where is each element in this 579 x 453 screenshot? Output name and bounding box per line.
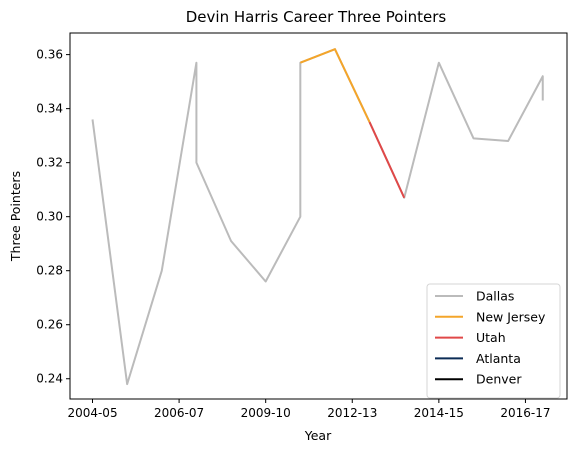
y-tick-label: 0.32 [36, 156, 63, 170]
legend-label-utah: Utah [476, 330, 506, 345]
legend-label-new-jersey: New Jersey [476, 309, 546, 324]
x-axis-label: Year [304, 428, 332, 443]
series-line-new-jersey [299, 48, 371, 123]
x-tick-label: 2009-10 [241, 406, 291, 420]
y-tick-label: 0.34 [36, 102, 63, 116]
legend-label-dallas: Dallas [476, 289, 514, 304]
x-tick-label: 2012-13 [327, 406, 377, 420]
plot-frame [69, 32, 568, 400]
legend: Dallas New Jersey Utah Atlanta Denver [426, 283, 561, 399]
legend-box [426, 283, 561, 399]
y-tick-label: 0.26 [36, 318, 63, 332]
y-tick-label: 0.28 [36, 264, 63, 278]
y-tick-label: 0.36 [36, 48, 63, 62]
legend-label-atlanta: Atlanta [476, 351, 521, 366]
series-line-utah [368, 121, 406, 199]
series-layer [91, 48, 544, 386]
y-axis-label: Three Pointers [8, 171, 23, 262]
chart-title: Devin Harris Career Three Pointers [186, 8, 447, 26]
y-tick-label: 0.30 [36, 210, 63, 224]
x-axis: 2004-05 2006-07 2009-10 2012-13 2014-15 2016-… [67, 399, 551, 420]
x-tick-label: 2016-17 [500, 406, 550, 420]
x-tick-label: 2014-15 [414, 406, 464, 420]
x-tick-label: 2006-07 [154, 406, 204, 420]
x-tick-label: 2004-05 [67, 406, 117, 420]
y-tick-label: 0.24 [36, 372, 63, 386]
legend-label-denver: Denver [476, 372, 522, 387]
y-axis: 0.24 0.26 0.28 0.30 0.32 0.34 0.36 [36, 48, 70, 386]
